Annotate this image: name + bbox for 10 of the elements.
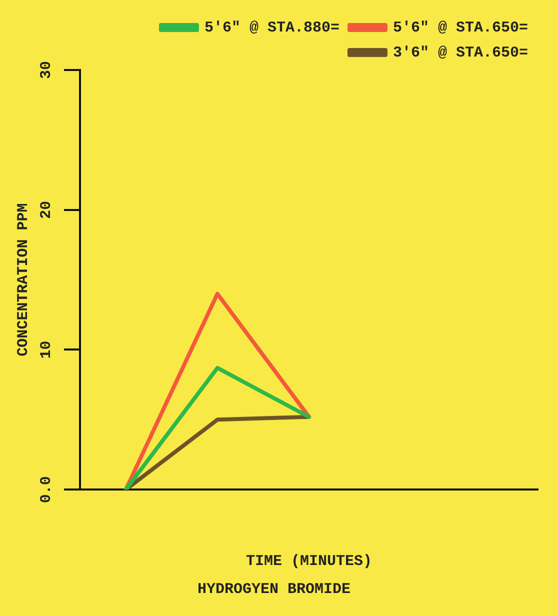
legend-label: 5'6" @ STA.880= (204, 19, 340, 36)
legend-label: 5'6" @ STA.650= (392, 19, 528, 36)
y-axis-title: CONCENTRATION PPM (14, 203, 32, 356)
x-axis-title: TIME (MINUTES) (246, 552, 372, 570)
text: HYDROGYEN BROMIDE (197, 580, 351, 598)
legend-label: 3'6" @ STA.650= (392, 44, 528, 62)
y-tick-label: 20 (38, 200, 55, 219)
y-tick-label: 0.0 (38, 476, 55, 504)
y-tick-label: 10 (38, 340, 55, 359)
y-tick-label: 30 (38, 60, 55, 80)
